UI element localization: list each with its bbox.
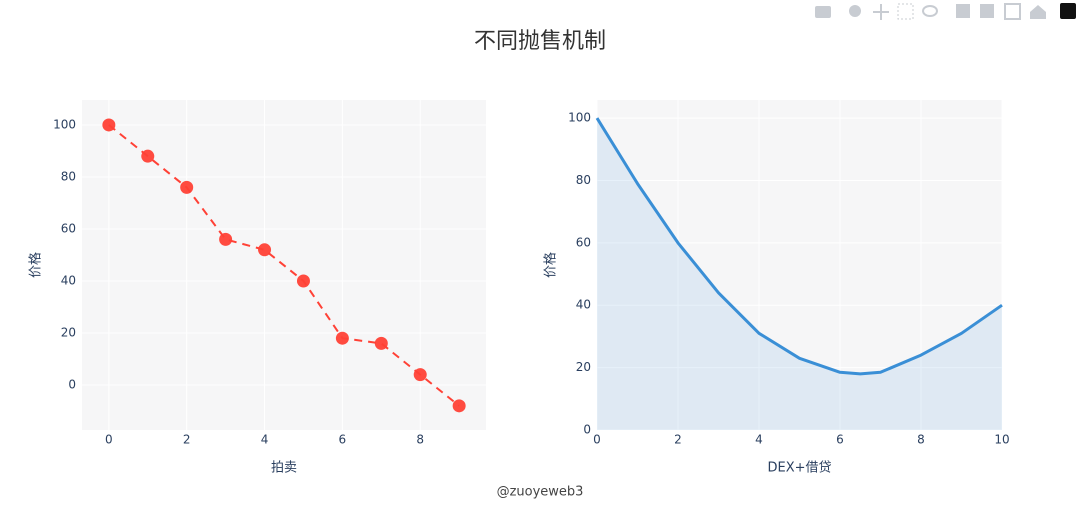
marker xyxy=(258,243,272,257)
x-tick-label: 8 xyxy=(917,433,925,447)
pan-icon[interactable] xyxy=(873,4,889,20)
x-tick-label: 2 xyxy=(674,433,682,447)
y-tick-label: 80 xyxy=(576,173,591,187)
y-tick-label: 20 xyxy=(576,360,591,374)
zoom-out-icon[interactable] xyxy=(980,4,994,18)
area-fill xyxy=(597,118,1002,430)
x-axis-title: DEX+借贷 xyxy=(767,461,831,476)
x-tick-label: 4 xyxy=(261,433,269,447)
y-tick-label: 0 xyxy=(583,423,591,437)
marker xyxy=(102,118,116,132)
zoom-icon[interactable] xyxy=(849,5,861,17)
plotly-logo[interactable] xyxy=(1060,3,1076,19)
y-tick-label: 80 xyxy=(61,169,76,183)
marker xyxy=(296,274,310,288)
x-tick-label: 6 xyxy=(836,433,844,447)
home-icon[interactable] xyxy=(1030,5,1046,19)
marker xyxy=(180,180,194,194)
x-tick-label: 4 xyxy=(755,433,763,447)
y-tick-label: 40 xyxy=(576,298,591,312)
x-tick-label: 2 xyxy=(183,433,191,447)
x-tick-label: 0 xyxy=(593,433,601,447)
modebar xyxy=(815,3,1076,20)
marker xyxy=(452,399,466,413)
autoscale-icon[interactable] xyxy=(1004,3,1021,20)
watermark: @zuoyeweb3 xyxy=(497,485,584,500)
marker xyxy=(141,149,155,163)
chart-title: 不同抛售机制 xyxy=(474,29,606,54)
x-axis-title: 拍卖 xyxy=(271,461,297,476)
x-tick-label: 0 xyxy=(105,433,113,447)
x-tick-label: 10 xyxy=(994,433,1009,447)
box-select-icon[interactable] xyxy=(897,3,914,20)
y-tick-label: 100 xyxy=(53,117,76,131)
camera-icon[interactable] xyxy=(815,6,831,18)
x-tick-label: 8 xyxy=(416,433,424,447)
y-tick-label: 100 xyxy=(568,111,591,125)
y-tick-label: 0 xyxy=(68,378,76,392)
y-tick-label: 60 xyxy=(61,221,76,235)
marker xyxy=(374,336,388,350)
plot-background xyxy=(597,100,1002,430)
marker xyxy=(219,232,233,246)
lasso-icon[interactable] xyxy=(922,5,938,17)
y-tick-label: 20 xyxy=(61,326,76,340)
y-axis-title: 价格 xyxy=(543,252,559,278)
y-tick-label: 40 xyxy=(61,273,76,287)
y-tick-label: 60 xyxy=(576,235,591,249)
zoom-in-icon[interactable] xyxy=(956,4,970,18)
line xyxy=(108,124,460,407)
marker xyxy=(413,368,427,382)
x-tick-label: 6 xyxy=(339,433,347,447)
marker xyxy=(335,331,349,345)
y-axis-title: 价格 xyxy=(28,252,44,278)
line xyxy=(595,117,1003,376)
